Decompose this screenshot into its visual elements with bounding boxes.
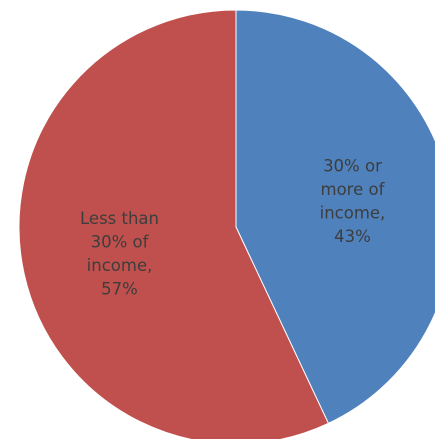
pie-slice-1 <box>18 9 330 439</box>
pie-slice-label-line: income, <box>320 204 386 223</box>
pie-slice-0 <box>235 9 435 425</box>
pie-slice-label-line: 43% <box>334 227 371 246</box>
pie-slice-label-0: 30% or more of income, 43% <box>320 157 386 247</box>
pie-slice-label-1: Less than 30% of income, 57% <box>80 209 159 299</box>
pie-slice-label-line: 30% of <box>91 232 150 251</box>
pie-slice-label-line: 57% <box>101 279 138 298</box>
pie-slice-label-line: Less than <box>80 209 159 228</box>
pie-slice-label-line: income, <box>87 256 153 275</box>
pie-slice-label-line: 30% or <box>323 157 382 176</box>
pie-slice-label-line: more of <box>321 180 386 199</box>
